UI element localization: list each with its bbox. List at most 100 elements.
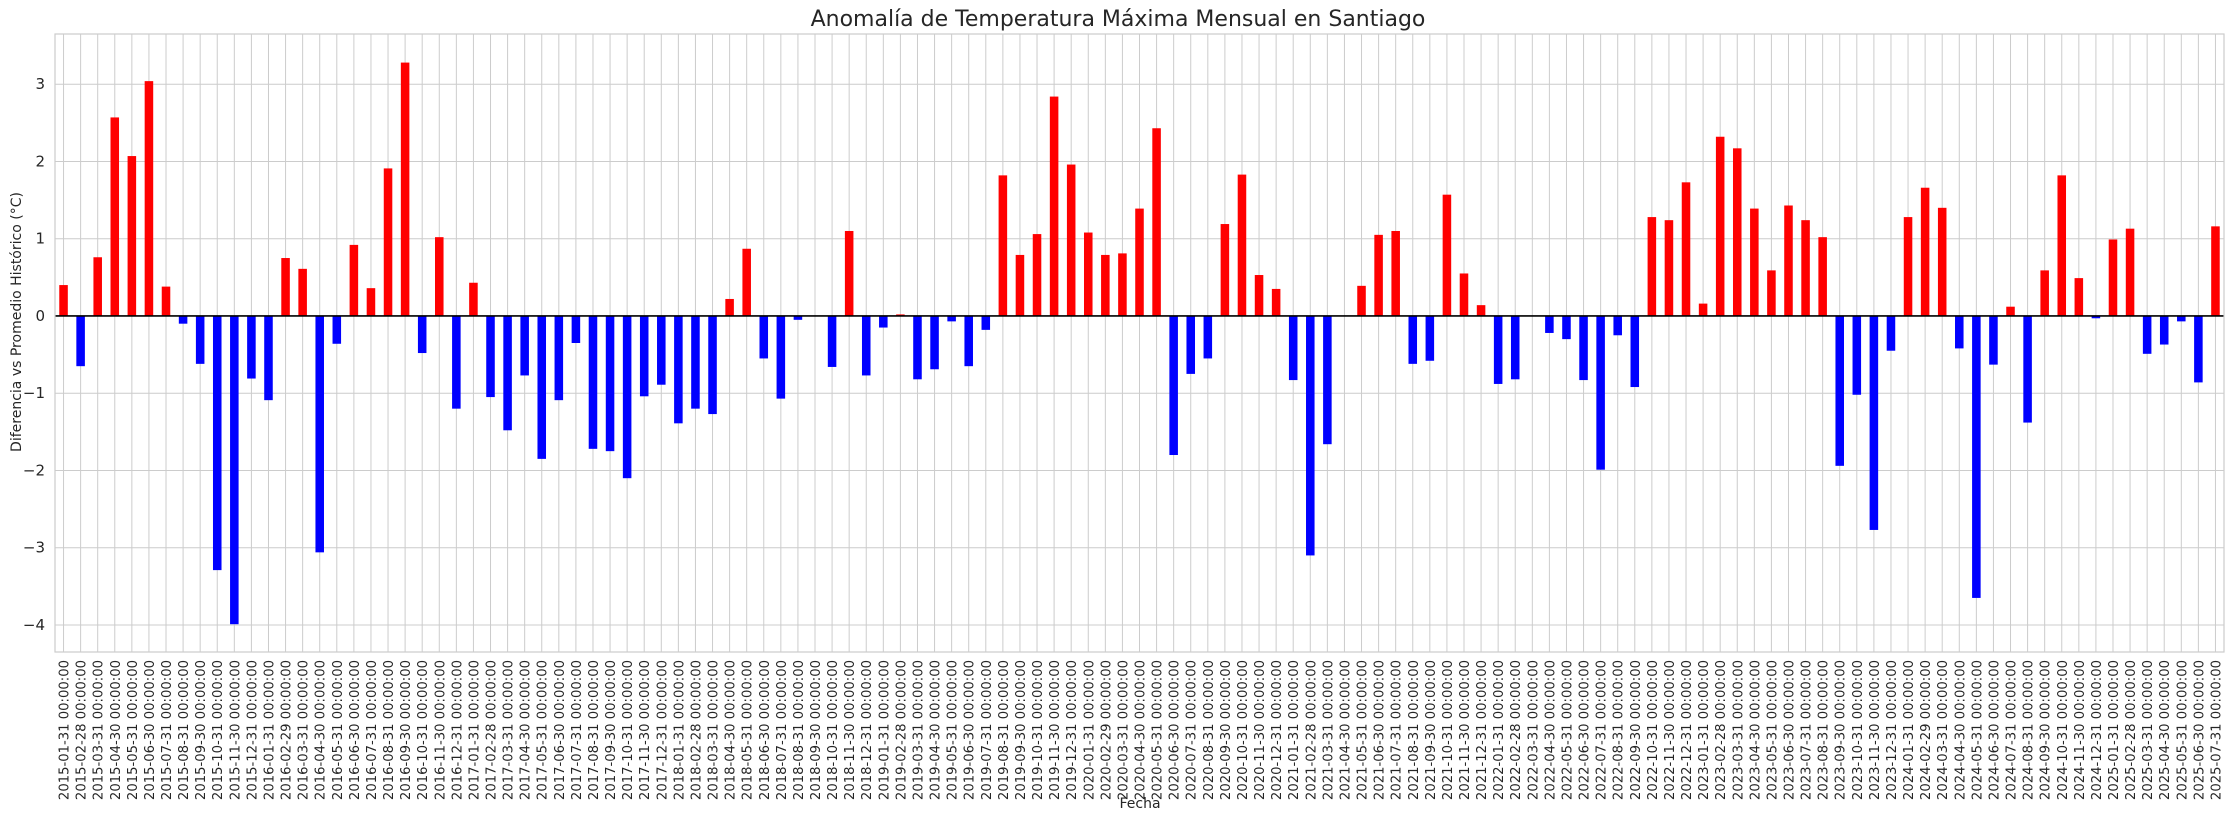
x-tick-label: 2022-04-30 00:00:00 xyxy=(1543,660,1558,800)
x-tick-label: 2022-11-30 00:00:00 xyxy=(1663,660,1678,800)
x-tick-label: 2023-02-28 00:00:00 xyxy=(1714,660,1729,800)
bar xyxy=(1818,237,1827,316)
bar xyxy=(742,248,751,316)
x-tick-label: 2016-05-31 00:00:00 xyxy=(331,660,346,800)
x-tick-label: 2016-03-31 00:00:00 xyxy=(297,660,312,800)
x-axis-label: Fecha xyxy=(1119,796,1160,812)
bar xyxy=(1545,315,1554,333)
bar xyxy=(998,175,1008,316)
bar xyxy=(657,315,666,385)
x-tick-label: 2017-10-31 00:00:00 xyxy=(621,660,636,800)
plot-frame xyxy=(54,33,2225,653)
x-tick-label: 2020-12-31 00:00:00 xyxy=(1270,660,1285,800)
bar xyxy=(776,315,786,399)
bar xyxy=(588,315,598,449)
x-tick-label: 2018-10-31 00:00:00 xyxy=(826,660,841,800)
x-tick-labels: 2015-01-31 00:00:00 2015-02-28 00:00:00 20… xyxy=(58,660,2225,800)
x-tick-label: 2020-03-31 00:00:00 xyxy=(1116,660,1131,800)
x-tick-label: 2019-12-31 00:00:00 xyxy=(1065,660,1080,800)
x-tick-label: 2020-10-31 00:00:00 xyxy=(1236,660,1251,800)
bar xyxy=(1015,254,1025,316)
bar xyxy=(622,315,632,479)
x-tick-label: 2023-01-31 00:00:00 xyxy=(1697,660,1712,800)
bar xyxy=(503,315,512,431)
x-tick-label: 2025-01-31 00:00:00 xyxy=(2107,660,2122,800)
bar xyxy=(1288,315,1298,381)
x-tick-label: 2021-07-31 00:00:00 xyxy=(1390,660,1405,800)
bar xyxy=(1972,315,1981,598)
bar xyxy=(930,315,939,370)
x-tick-label: 2024-10-31 00:00:00 xyxy=(2056,660,2071,800)
x-tick-label: 2024-09-30 00:00:00 xyxy=(2039,660,2054,800)
x-tick-label: 2024-01-31 00:00:00 xyxy=(1902,660,1917,800)
bar xyxy=(1630,315,1640,388)
x-tick-label: 2017-11-30 00:00:00 xyxy=(638,660,653,800)
bar xyxy=(1784,205,1793,316)
bar xyxy=(1408,315,1418,364)
x-tick-label: 2025-06-30 00:00:00 xyxy=(2192,660,2207,800)
bar xyxy=(691,315,700,409)
bar xyxy=(537,315,547,459)
bar xyxy=(1357,285,1366,316)
bar xyxy=(332,315,342,344)
y-tick-label: 2 xyxy=(35,152,45,170)
x-tick-label: 2017-04-30 00:00:00 xyxy=(519,660,534,800)
x-tick-label: 2023-12-31 00:00:00 xyxy=(1885,660,1900,800)
bar xyxy=(1083,232,1093,316)
bar xyxy=(1596,315,1605,470)
x-tick-label: 2015-09-30 00:00:00 xyxy=(194,660,209,800)
bar xyxy=(1118,253,1127,316)
x-tick-label: 2021-06-30 00:00:00 xyxy=(1373,660,1388,800)
x-tick-label: 2023-03-31 00:00:00 xyxy=(1731,660,1746,800)
x-tick-label: 2023-10-31 00:00:00 xyxy=(1851,660,1866,800)
bar xyxy=(1886,315,1896,351)
x-tick-label: 2016-12-31 00:00:00 xyxy=(450,660,465,800)
x-tick-label: 2021-09-30 00:00:00 xyxy=(1424,660,1439,800)
bar xyxy=(315,315,324,553)
x-tick-label: 2020-06-30 00:00:00 xyxy=(1168,660,1183,800)
x-tick-label: 2017-07-31 00:00:00 xyxy=(570,660,585,800)
x-tick-label: 2017-01-31 00:00:00 xyxy=(467,660,482,800)
x-tick-label: 2019-04-30 00:00:00 xyxy=(929,660,944,800)
bar xyxy=(2040,270,2049,316)
x-tick-label: 2021-05-31 00:00:00 xyxy=(1356,660,1371,800)
x-tick-label: 2016-08-31 00:00:00 xyxy=(382,660,397,800)
x-tick-label: 2020-02-29 00:00:00 xyxy=(1099,660,1114,800)
x-tick-label: 2021-10-31 00:00:00 xyxy=(1441,660,1456,800)
x-tick-label: 2015-02-28 00:00:00 xyxy=(75,660,90,800)
bar xyxy=(1750,208,1759,316)
x-tick-label: 2015-04-30 00:00:00 xyxy=(109,660,124,800)
bar xyxy=(964,315,973,367)
x-tick-label: 2024-05-31 00:00:00 xyxy=(1970,660,1985,800)
bar xyxy=(1579,315,1588,381)
x-tick-label: 2017-05-31 00:00:00 xyxy=(536,660,551,800)
bar xyxy=(1442,194,1452,316)
bar xyxy=(1920,187,1930,316)
bar xyxy=(947,315,956,322)
bar xyxy=(59,285,68,316)
x-tick-label: 2020-07-31 00:00:00 xyxy=(1185,660,1200,800)
x-tick-label: 2015-01-31 00:00:00 xyxy=(58,660,73,800)
x-tick-label: 2021-11-30 00:00:00 xyxy=(1458,660,1473,800)
x-tick-label: 2025-02-28 00:00:00 xyxy=(2124,660,2139,800)
x-tick-label: 2021-02-28 00:00:00 xyxy=(1304,660,1319,800)
grid-layer xyxy=(55,34,2224,652)
bar xyxy=(1306,315,1315,556)
x-tick-label: 2023-04-30 00:00:00 xyxy=(1748,660,1763,800)
bar xyxy=(1493,315,1503,384)
bar xyxy=(1664,220,1674,316)
bar xyxy=(93,257,102,316)
x-tick-label: 2017-09-30 00:00:00 xyxy=(604,660,619,800)
x-tick-label: 2024-04-30 00:00:00 xyxy=(1953,660,1968,800)
bar xyxy=(1152,128,1161,316)
x-tick-label: 2025-05-31 00:00:00 xyxy=(2175,660,2190,800)
bar xyxy=(1135,208,1144,316)
x-tick-label: 2020-05-31 00:00:00 xyxy=(1151,660,1166,800)
x-tick-label: 2018-02-28 00:00:00 xyxy=(689,660,704,800)
x-tick-label: 2018-08-31 00:00:00 xyxy=(792,660,807,800)
bar xyxy=(1425,315,1435,361)
x-tick-label: 2015-05-31 00:00:00 xyxy=(126,660,141,800)
bar xyxy=(230,315,239,625)
x-tick-label: 2018-01-31 00:00:00 xyxy=(672,660,687,800)
y-tick-label: 3 xyxy=(35,75,45,93)
